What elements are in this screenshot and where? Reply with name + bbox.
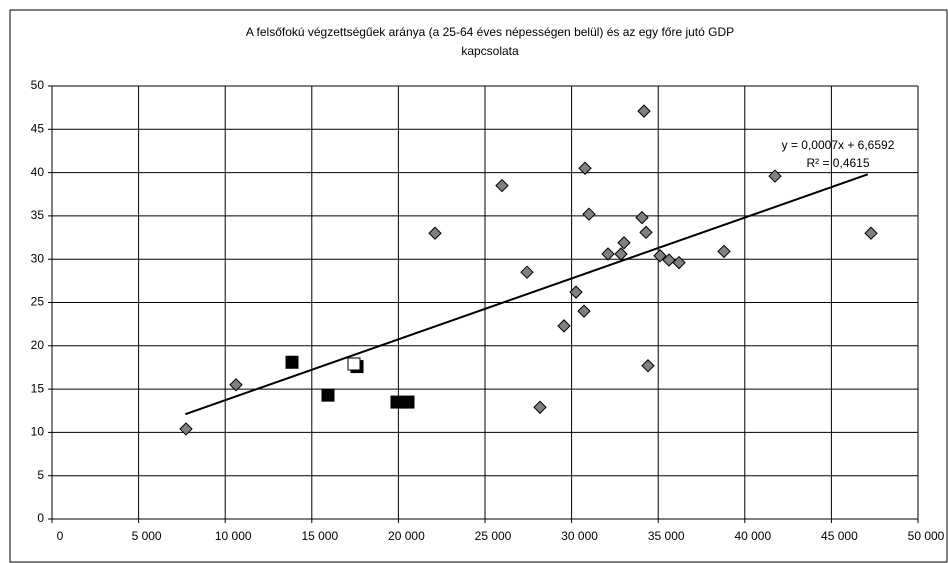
- point: [617, 236, 631, 250]
- point: [390, 395, 404, 409]
- trend-r2: R² = 0,4615: [806, 156, 869, 170]
- point: [533, 400, 547, 414]
- point: [557, 319, 571, 333]
- point: [520, 265, 534, 279]
- x-tick-label: 5 000: [132, 529, 162, 543]
- point: [229, 378, 243, 392]
- trend-line: [185, 173, 869, 416]
- y-tick-label: 25: [31, 295, 45, 309]
- x-tick-label: 15 000: [301, 529, 338, 543]
- point: [768, 169, 782, 183]
- x-tick-label: 25 000: [475, 529, 512, 543]
- y-tick-label: 45: [31, 121, 45, 135]
- y-tick-label: 15: [31, 381, 45, 395]
- x-tick-label: 10 000: [215, 529, 252, 543]
- x-tick-label: 20 000: [388, 529, 425, 543]
- point: [401, 395, 415, 409]
- point: [635, 210, 649, 225]
- y-tick-label: 5: [37, 468, 44, 482]
- y-tick-label: 30: [31, 251, 45, 265]
- point: [641, 359, 655, 373]
- point: [672, 255, 686, 270]
- chart-title: A felsőfokú végzettségűek aránya (a 25-6…: [246, 25, 734, 39]
- point: [637, 104, 651, 118]
- chart-title: kapcsolata: [461, 44, 519, 58]
- x-tick-label: 50 000: [908, 529, 945, 543]
- point: [428, 226, 442, 240]
- x-tick-label: 40 000: [734, 529, 771, 543]
- y-tick-label: 0: [37, 511, 44, 525]
- y-tick-label: 10: [31, 425, 45, 439]
- point: [321, 388, 335, 402]
- y-tick-label: 40: [31, 165, 45, 179]
- point: [582, 207, 596, 221]
- point: [662, 253, 676, 267]
- point: [569, 285, 583, 299]
- x-tick-label: 35 000: [648, 529, 685, 543]
- point: [347, 357, 361, 371]
- y-tick-label: 50: [31, 78, 45, 92]
- x-tick-label: 45 000: [821, 529, 858, 543]
- point: [653, 249, 667, 263]
- point: [639, 225, 653, 240]
- point: [179, 422, 193, 436]
- point: [601, 247, 615, 261]
- point: [495, 178, 509, 193]
- x-tick-label: 0: [57, 529, 64, 543]
- x-tick-label: 30 000: [561, 529, 598, 543]
- point: [578, 161, 592, 175]
- chart-frame: [9, 9, 948, 563]
- y-tick-label: 35: [31, 208, 45, 222]
- point: [285, 355, 299, 369]
- y-tick-label: 20: [31, 338, 45, 352]
- point: [577, 304, 591, 318]
- point: [864, 226, 878, 240]
- point: [717, 244, 731, 259]
- trend-equation: y = 0,0007x + 6,6592: [782, 138, 895, 152]
- point: [614, 247, 628, 261]
